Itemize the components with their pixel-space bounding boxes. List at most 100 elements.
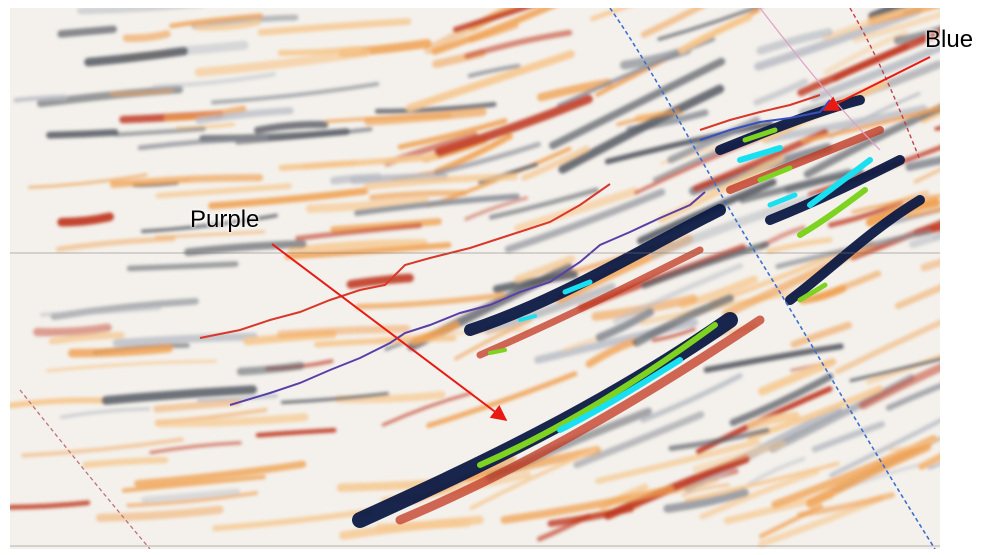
reflector-stroke bbox=[305, 195, 430, 213]
reflector-stroke bbox=[801, 105, 940, 144]
reflector-stroke bbox=[255, 427, 337, 438]
reflector-stroke bbox=[82, 456, 169, 469]
reflector-stroke bbox=[758, 358, 837, 396]
reflector-stroke bbox=[595, 438, 761, 484]
reflector-stroke bbox=[464, 196, 529, 221]
reflector-stroke bbox=[678, 13, 753, 54]
cyan-amplitude-anomaly bbox=[518, 145, 873, 433]
reflector-stroke bbox=[934, 126, 940, 131]
reflector-stroke bbox=[194, 19, 261, 31]
reflector-stroke bbox=[829, 418, 940, 478]
reflector-stroke bbox=[375, 518, 472, 532]
fault-line-blue bbox=[609, 8, 936, 549]
reflector-stroke bbox=[59, 407, 151, 420]
reflector-stroke bbox=[134, 460, 307, 488]
reflector-stroke bbox=[137, 135, 269, 151]
reflector-stroke bbox=[888, 437, 940, 452]
reflector-stroke bbox=[809, 43, 940, 102]
reflector-stroke bbox=[346, 273, 414, 289]
reflector-stroke bbox=[852, 11, 940, 43]
reflector-stroke bbox=[284, 242, 452, 260]
reflector-stroke bbox=[500, 485, 675, 524]
reflector-stroke bbox=[33, 323, 112, 337]
reflector-stroke bbox=[184, 240, 307, 256]
reflector-stroke bbox=[57, 212, 114, 227]
reflector-stroke bbox=[39, 306, 162, 317]
reflector-stroke bbox=[208, 187, 369, 210]
purple-label: Purple bbox=[190, 206, 260, 233]
reflector-stroke bbox=[431, 8, 556, 55]
fault-line-red-left bbox=[19, 389, 151, 549]
reflector-stroke bbox=[640, 373, 743, 423]
reflector-stroke bbox=[549, 57, 726, 150]
reflector-stroke bbox=[287, 238, 428, 255]
reflector-stroke bbox=[753, 78, 809, 106]
reflector-stroke bbox=[21, 437, 184, 458]
reflector-stroke bbox=[314, 335, 457, 348]
reflector-stroke bbox=[141, 488, 241, 504]
reflector-stroke bbox=[894, 284, 940, 310]
reflector-stroke bbox=[195, 107, 294, 125]
reflector-stroke bbox=[77, 8, 194, 15]
reflector-stroke bbox=[13, 94, 68, 103]
reflector-stroke bbox=[729, 373, 834, 427]
blue-horizon-line bbox=[699, 99, 831, 141]
reflector-stroke bbox=[48, 331, 125, 345]
reflector-stroke bbox=[452, 8, 533, 33]
reflector-stroke bbox=[434, 94, 593, 157]
reflector-stroke bbox=[235, 127, 373, 145]
reflector-stroke bbox=[57, 25, 117, 38]
reflector-stroke bbox=[355, 292, 506, 310]
reflector-stroke bbox=[55, 236, 176, 252]
reflector-stroke bbox=[364, 107, 487, 126]
reflector-stroke bbox=[668, 427, 770, 452]
reflector-stroke bbox=[484, 282, 616, 335]
reflector-stroke bbox=[163, 105, 247, 122]
reflector-stroke bbox=[514, 255, 576, 283]
reflector-stroke bbox=[806, 442, 932, 508]
reflector-stroke bbox=[766, 237, 833, 254]
reflector-stroke bbox=[211, 81, 380, 105]
reflector-stroke bbox=[354, 193, 520, 216]
reflector-stroke bbox=[191, 14, 299, 30]
reflector-stroke bbox=[153, 398, 242, 413]
green-amplitude-anomaly bbox=[477, 127, 868, 468]
reflector-stroke bbox=[595, 308, 655, 342]
reflector-stroke bbox=[657, 8, 761, 41]
reflector-stroke bbox=[10, 397, 106, 409]
reflector-stroke bbox=[927, 462, 940, 470]
reflector-stroke bbox=[558, 84, 725, 174]
purple-horizon-line bbox=[229, 191, 706, 406]
reflector-stroke bbox=[590, 8, 630, 22]
reflector-stroke bbox=[640, 8, 705, 38]
reflector-stroke bbox=[467, 63, 521, 78]
blue-label: Blue bbox=[925, 26, 974, 53]
reflector-stroke bbox=[363, 173, 518, 191]
reflector-stroke bbox=[109, 89, 173, 96]
reflector-stroke bbox=[330, 173, 382, 185]
reflector-stroke bbox=[397, 118, 508, 150]
reflector-stroke bbox=[492, 270, 579, 294]
reflector-stroke bbox=[651, 327, 696, 343]
reflector-stroke bbox=[254, 120, 329, 134]
reflector-stroke bbox=[641, 241, 770, 289]
reflector-stroke bbox=[823, 30, 909, 76]
reflector-stroke bbox=[101, 385, 258, 405]
reflector-stroke bbox=[280, 391, 389, 405]
reflector-stroke bbox=[756, 28, 833, 55]
reflector-stroke bbox=[454, 318, 533, 361]
red-horizon-line bbox=[199, 183, 611, 339]
reflector-stroke bbox=[920, 258, 940, 272]
reflector-stroke bbox=[374, 101, 497, 114]
reflector-stroke bbox=[67, 343, 174, 358]
reflector-stroke bbox=[369, 189, 467, 201]
reflector-stroke bbox=[905, 156, 940, 171]
reflector-stroke bbox=[684, 461, 840, 503]
reflector-stroke bbox=[681, 483, 730, 497]
reflector-stroke bbox=[758, 504, 824, 539]
purple-annotation-arrow bbox=[271, 243, 508, 421]
reflector-stroke bbox=[811, 421, 885, 453]
reflector-stroke bbox=[913, 167, 940, 184]
reflector-stroke bbox=[114, 126, 206, 137]
reflector-stroke bbox=[95, 505, 224, 522]
